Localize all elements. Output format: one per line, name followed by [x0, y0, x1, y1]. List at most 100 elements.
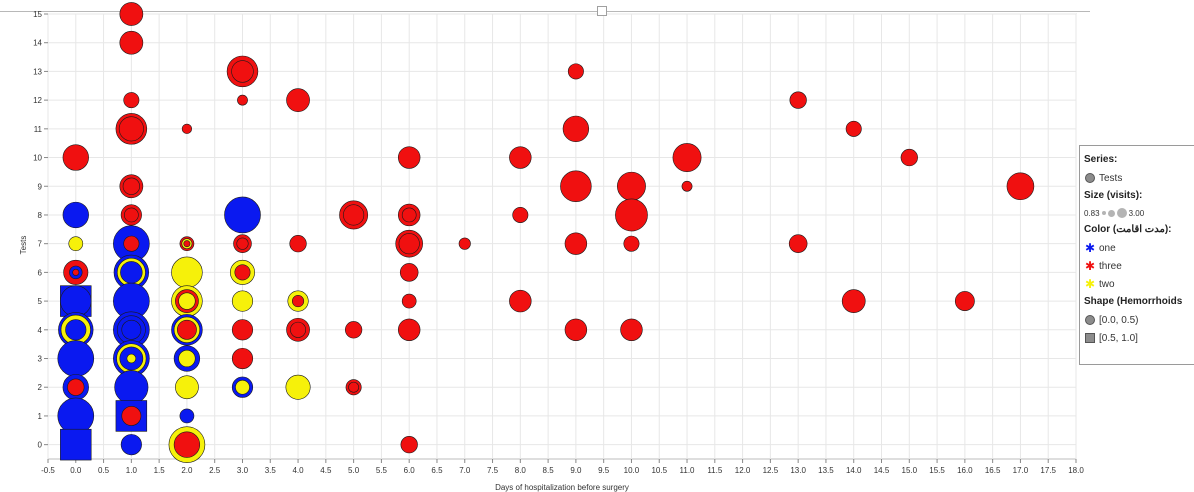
data-point	[623, 235, 640, 252]
legend-color-item-three[interactable]: ✱ three	[1084, 257, 1194, 275]
x-tick-label: 8.5	[543, 466, 555, 475]
legend-shape-item-circle[interactable]: [0.0, 0.5)	[1084, 311, 1194, 329]
x-tick-label: 13.0	[790, 466, 806, 475]
data-point	[72, 268, 80, 276]
legend-color-item-two[interactable]: ✱ two	[1084, 275, 1194, 293]
x-tick-label: 13.5	[818, 466, 834, 475]
data-point	[68, 236, 84, 252]
x-axis-ticks: -0.5 0.0 0.5 1.0 1.5 2.0 2.5 3.0 3.5 4.0 4.5 5.0 5.5…	[41, 459, 1084, 475]
data-point	[65, 319, 87, 341]
data-point	[175, 375, 199, 400]
data-point	[119, 2, 144, 26]
data-point	[348, 381, 360, 393]
data-point	[179, 408, 195, 424]
data-point	[788, 234, 808, 253]
data-point	[121, 319, 142, 340]
x-tick-label: 12.0	[735, 466, 751, 475]
legend-panel: Series: Tests Size (visits): 0.83 3.00 C…	[1079, 145, 1194, 365]
y-tick-label: 11	[34, 125, 43, 134]
x-tick-label: 1.5	[154, 466, 166, 475]
y-tick-label: 7	[38, 240, 43, 249]
x-tick-label: 6.0	[404, 466, 416, 475]
data-point	[344, 321, 363, 339]
data-point	[123, 235, 140, 252]
data-point	[120, 434, 142, 456]
y-tick-label: 12	[33, 96, 42, 105]
legend-color-label: three	[1099, 260, 1122, 272]
data-point	[285, 374, 311, 400]
y-tick-label: 2	[38, 383, 43, 392]
x-tick-label: 1.0	[126, 466, 138, 475]
data-point	[509, 146, 532, 169]
x-tick-label: 11.5	[707, 466, 723, 475]
y-tick-label: 6	[38, 268, 43, 277]
data-point	[231, 319, 254, 341]
data-point	[789, 91, 807, 109]
data-point	[173, 431, 201, 458]
data-point	[62, 201, 89, 229]
y-tick-label: 1	[38, 412, 43, 421]
data-point	[615, 198, 648, 232]
data-point	[512, 206, 529, 223]
data-point	[119, 30, 144, 55]
x-tick-label: 17.0	[1013, 466, 1029, 475]
x-tick-label: 18.0	[1068, 466, 1084, 475]
data-point	[126, 353, 137, 364]
data-point	[458, 237, 471, 250]
data-point	[124, 207, 139, 223]
x-tick-label: 17.5	[1040, 466, 1056, 475]
star-icon: ✱	[1084, 241, 1096, 255]
data-point	[235, 379, 250, 395]
data-point	[67, 378, 85, 396]
window-top-border	[0, 0, 1194, 12]
data-point	[841, 289, 866, 313]
legend-size-scale: 0.83 3.00	[1084, 205, 1194, 221]
y-tick-label: 0	[38, 441, 43, 450]
data-point	[224, 196, 261, 234]
legend-shape-label: [0.0, 0.5)	[1099, 314, 1139, 326]
data-point	[231, 60, 254, 83]
y-tick-label: 5	[38, 297, 43, 306]
data-point	[57, 340, 95, 377]
y-tick-label: 8	[38, 211, 43, 220]
data-point	[845, 120, 862, 137]
x-tick-label: -0.5	[41, 466, 55, 475]
square-icon	[1084, 332, 1096, 344]
x-tick-label: 15.0	[902, 466, 918, 475]
x-tick-label: 8.0	[515, 466, 527, 475]
x-tick-label: 4.5	[320, 466, 332, 475]
star-icon: ✱	[1084, 259, 1096, 273]
star-icon: ✱	[1084, 277, 1096, 291]
data-point	[120, 261, 143, 284]
data-point	[400, 436, 418, 454]
x-tick-label: 2.0	[181, 466, 193, 475]
data-point	[171, 256, 203, 289]
data-point	[672, 143, 702, 172]
x-tick-label: 14.5	[874, 466, 890, 475]
x-tick-label: 7.5	[487, 466, 499, 475]
y-tick-label: 13	[33, 67, 42, 76]
legend-series-item[interactable]: Tests	[1084, 169, 1194, 187]
data-point	[123, 92, 140, 109]
data-point	[900, 148, 918, 167]
x-tick-label: 11.0	[680, 466, 696, 475]
data-point	[681, 180, 693, 192]
legend-shape-item-square[interactable]: [0.5, 1.0]	[1084, 329, 1194, 347]
x-tick-label: 2.5	[209, 466, 221, 475]
data-point	[57, 397, 95, 435]
y-tick-label: 9	[38, 182, 43, 191]
circle-icon	[1084, 172, 1096, 184]
data-point	[237, 94, 248, 106]
legend-size-max: 3.00	[1128, 208, 1145, 218]
x-tick-label: 16.0	[957, 466, 973, 475]
y-tick-label: 10	[33, 154, 42, 163]
x-tick-label: 12.5	[763, 466, 779, 475]
split-pane-handle[interactable]	[597, 6, 607, 16]
data-point	[60, 285, 92, 317]
data-point	[114, 370, 149, 405]
legend-color-item-one[interactable]: ✱ one	[1084, 239, 1194, 257]
x-tick-label: 6.5	[431, 466, 443, 475]
data-point	[178, 292, 196, 310]
x-tick-label: 14.0	[846, 466, 862, 475]
x-tick-label: 7.0	[459, 466, 471, 475]
